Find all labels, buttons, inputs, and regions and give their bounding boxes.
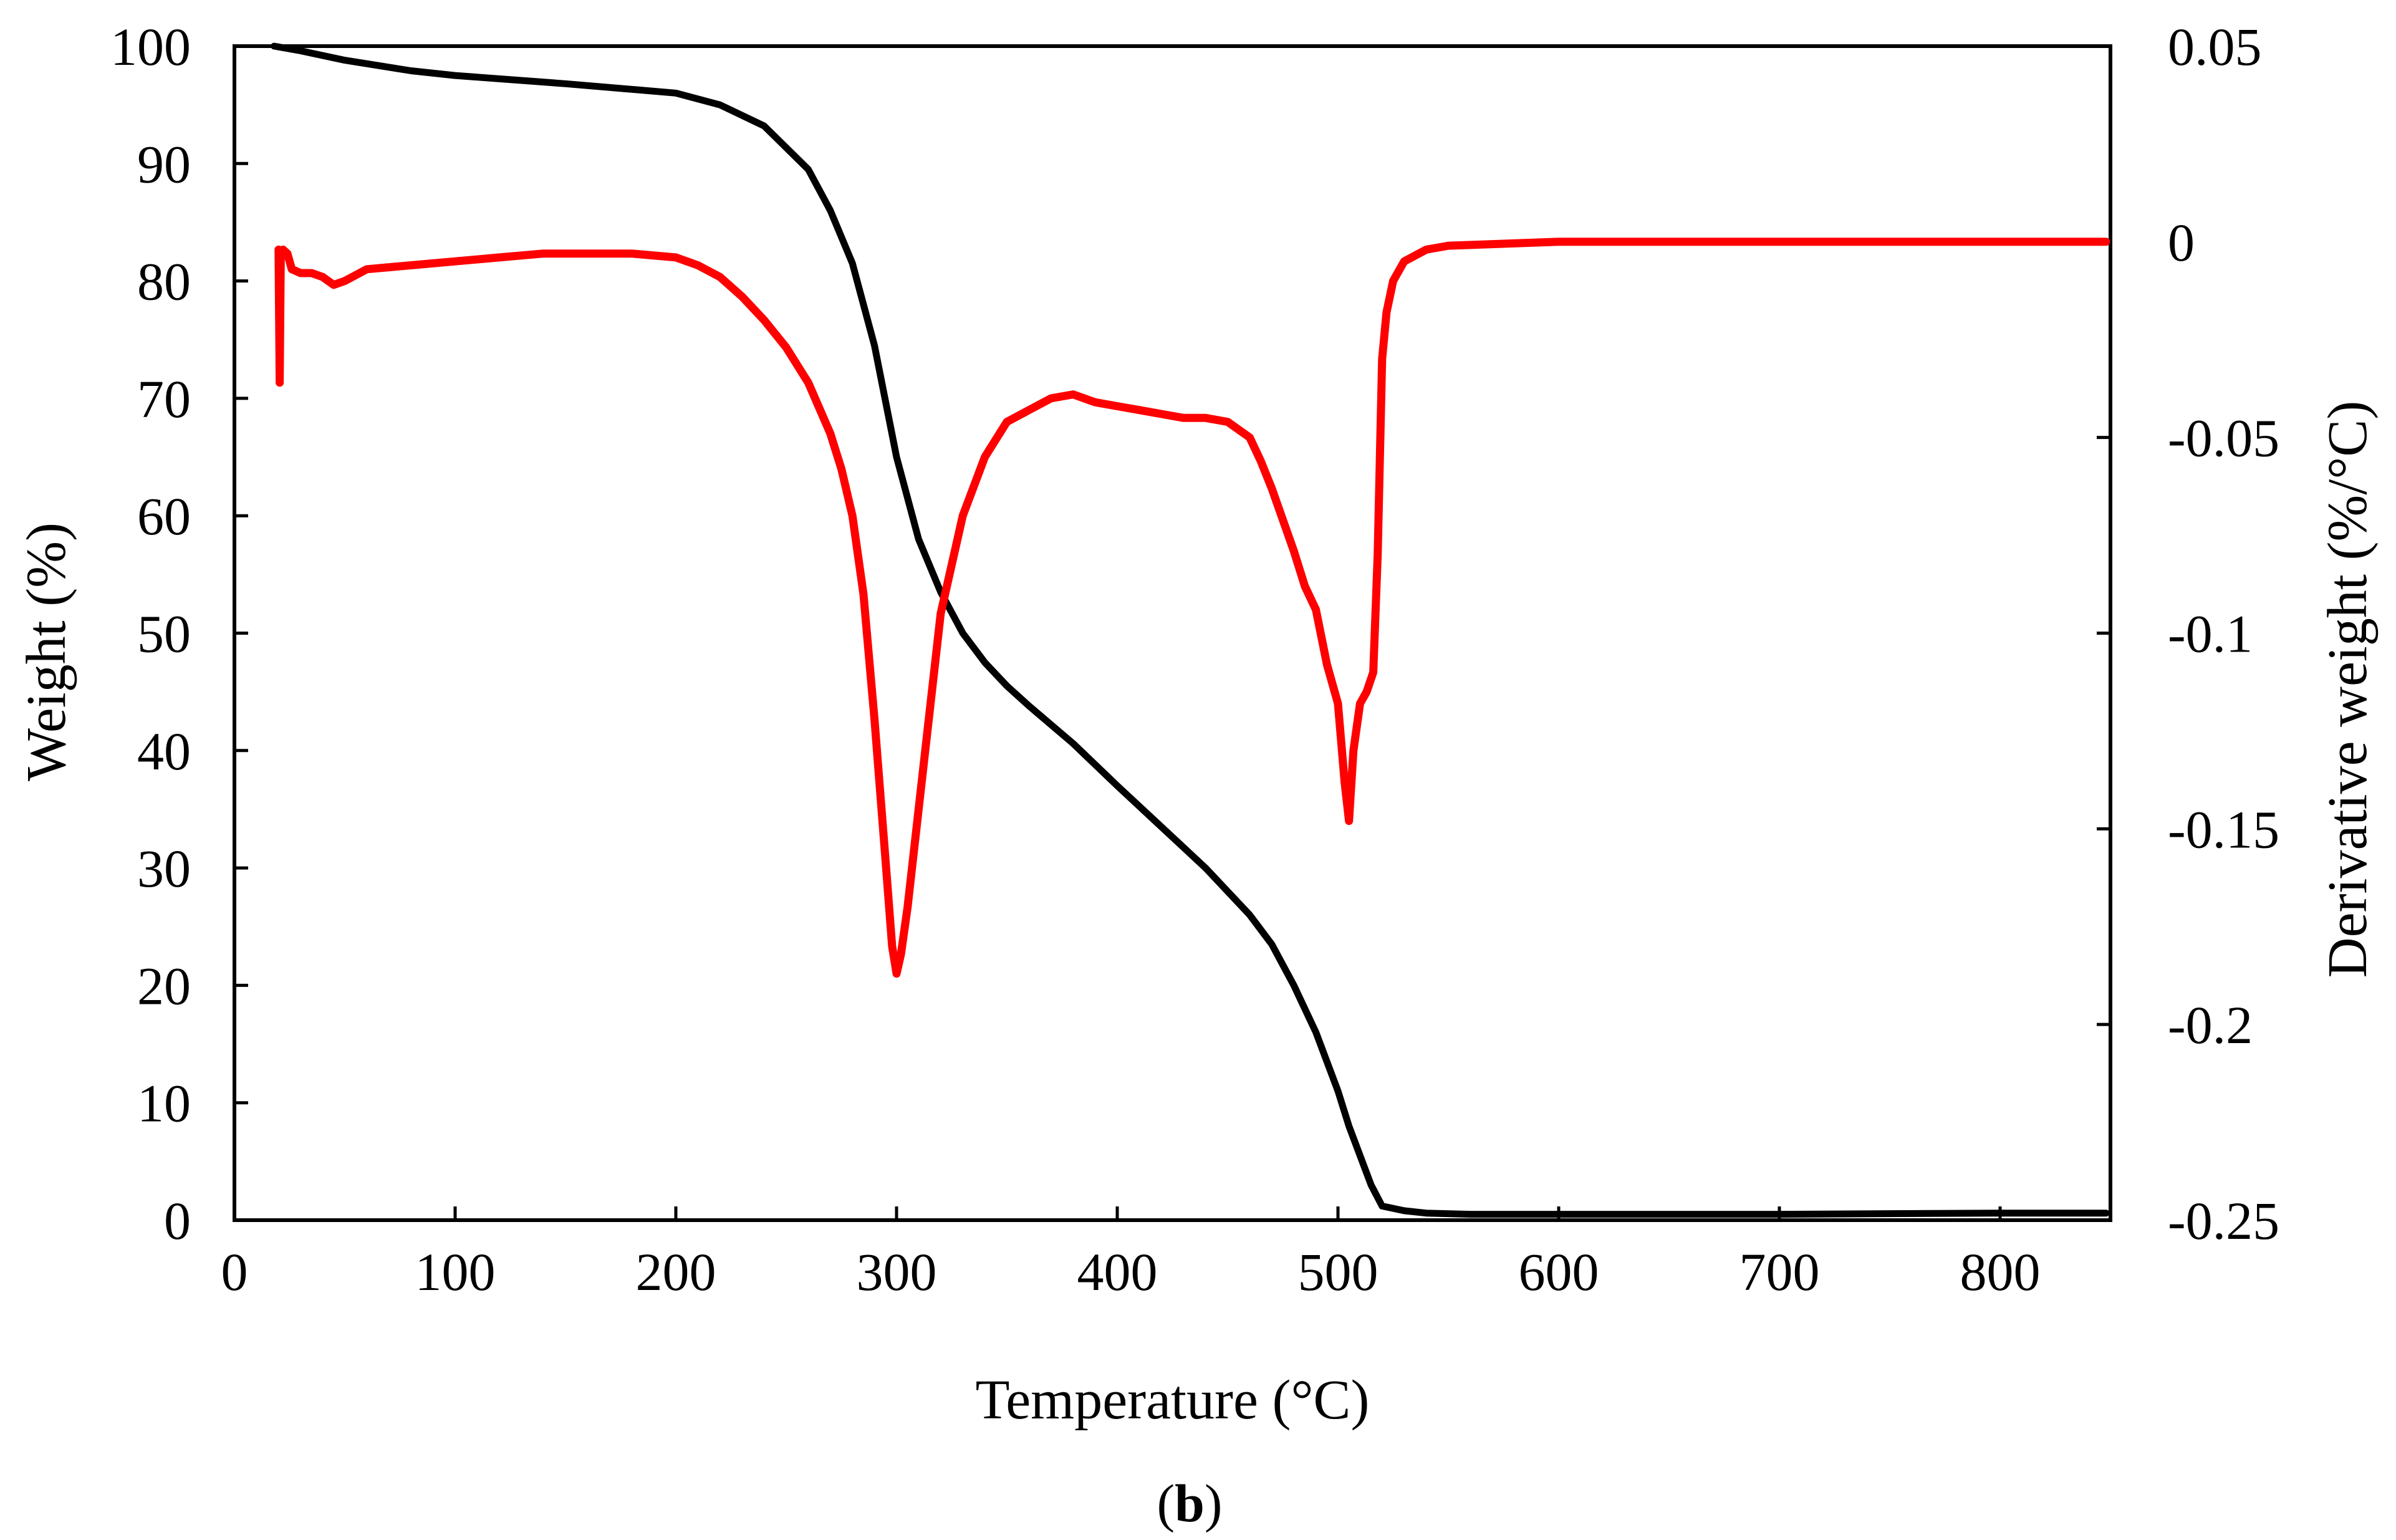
x-tick-label: 700 bbox=[1739, 1242, 1820, 1302]
right-y-axis-title: Derivative weight (%/°C) bbox=[2317, 401, 2379, 978]
left-y-tick-label: 20 bbox=[137, 956, 191, 1016]
left-y-tick-label: 80 bbox=[137, 252, 191, 312]
x-tick-label: 600 bbox=[1519, 1242, 1599, 1302]
series-group bbox=[271, 42, 2110, 1218]
left-y-tick-label: 60 bbox=[137, 486, 191, 546]
right-y-tick-label: -0.15 bbox=[2168, 799, 2279, 859]
x-axis-title: Temperature (°C) bbox=[976, 1369, 1370, 1431]
x-tick-label: 300 bbox=[857, 1242, 937, 1302]
x-tick-label: 800 bbox=[1960, 1242, 2041, 1302]
weight-line bbox=[271, 42, 2110, 1218]
left-y-tick-label: 0 bbox=[164, 1191, 191, 1251]
left-y-tick-label: 10 bbox=[137, 1074, 191, 1133]
right-y-tick-label: 0 bbox=[2168, 213, 2195, 272]
x-tick-label: 200 bbox=[636, 1242, 716, 1302]
figure-caption: (b) bbox=[1157, 1473, 1222, 1533]
right-y-tick-label: -0.2 bbox=[2168, 995, 2253, 1055]
derivative-weight-line bbox=[274, 238, 2110, 978]
x-tick-label: 0 bbox=[221, 1242, 248, 1302]
x-tick-label: 500 bbox=[1298, 1242, 1378, 1302]
left-y-tick-label: 40 bbox=[137, 721, 191, 781]
x-tick-label: 100 bbox=[415, 1242, 496, 1302]
x-tick-label: 400 bbox=[1077, 1242, 1158, 1302]
left-y-axis-ticks: 0 10 20 30 40 50 60 70 80 90 100 bbox=[110, 17, 248, 1251]
left-y-axis-title: Weight (%) bbox=[16, 522, 77, 781]
right-y-tick-label: 0.05 bbox=[2168, 17, 2262, 77]
left-y-tick-label: 50 bbox=[137, 604, 191, 664]
right-y-tick-label: -0.25 bbox=[2168, 1191, 2279, 1251]
caption-letter: b bbox=[1175, 1473, 1205, 1533]
left-y-tick-label: 100 bbox=[110, 17, 191, 77]
right-y-tick-label: -0.05 bbox=[2168, 408, 2279, 468]
caption-open-paren: ( bbox=[1157, 1473, 1175, 1533]
right-y-axis-ticks: -0.25 -0.2 -0.15 -0.1 -0.05 0 0.05 bbox=[2097, 17, 2279, 1251]
left-y-tick-label: 90 bbox=[137, 134, 191, 194]
x-axis-ticks: 0 100 200 300 400 500 600 700 800 bbox=[221, 1206, 2041, 1302]
left-y-tick-label: 30 bbox=[137, 839, 191, 898]
left-y-tick-label: 70 bbox=[137, 369, 191, 429]
caption-close-paren: ) bbox=[1205, 1473, 1223, 1533]
right-y-tick-label: -0.1 bbox=[2168, 604, 2253, 664]
